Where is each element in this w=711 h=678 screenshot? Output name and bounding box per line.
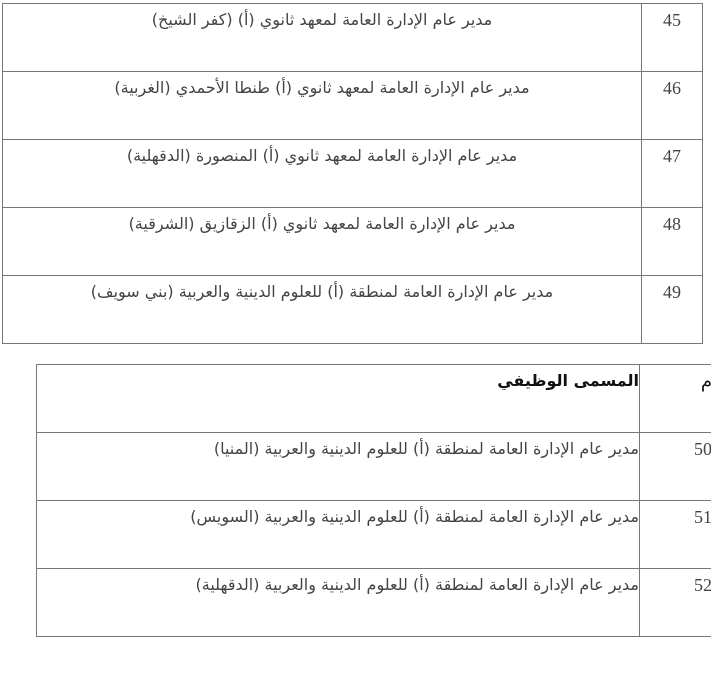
row-number: 51	[639, 500, 711, 569]
positions-table-1: 45 مدير عام الإدارة العامة لمعهد ثانوي (أ…	[2, 3, 703, 344]
header-job-title: المسمى الوظيفي	[36, 364, 640, 433]
header-number: م	[639, 364, 711, 433]
table-row: 52 مدير عام الإدارة العامة لمنطقة (أ) للع…	[36, 568, 711, 637]
row-number: 52	[639, 568, 711, 637]
job-title: مدير عام الإدارة العامة لمعهد ثانوي (أ) …	[2, 207, 642, 276]
table-row: 45 مدير عام الإدارة العامة لمعهد ثانوي (أ…	[2, 3, 703, 72]
job-title: مدير عام الإدارة العامة لمعهد ثانوي (أ) …	[2, 3, 642, 72]
job-title: مدير عام الإدارة العامة لمنطقة (أ) للعلو…	[2, 275, 642, 344]
row-number: 45	[641, 3, 703, 72]
row-number: 46	[641, 71, 703, 140]
table-row: 50 مدير عام الإدارة العامة لمنطقة (أ) للع…	[36, 432, 711, 501]
row-number: 50	[639, 432, 711, 501]
table-row: 46 مدير عام الإدارة العامة لمعهد ثانوي (أ…	[2, 71, 703, 140]
job-title: مدير عام الإدارة العامة لمعهد ثانوي (أ) …	[2, 139, 642, 208]
table-row: 48 مدير عام الإدارة العامة لمعهد ثانوي (أ…	[2, 207, 703, 276]
row-number: 47	[641, 139, 703, 208]
row-number: 48	[641, 207, 703, 276]
table-row: 47 مدير عام الإدارة العامة لمعهد ثانوي (أ…	[2, 139, 703, 208]
job-title: مدير عام الإدارة العامة لمنطقة (أ) للعلو…	[36, 432, 640, 501]
table-row: 49 مدير عام الإدارة العامة لمنطقة (أ) للع…	[2, 275, 703, 344]
job-title: مدير عام الإدارة العامة لمعهد ثانوي (أ) …	[2, 71, 642, 140]
table-header-row: م المسمى الوظيفي	[36, 364, 711, 433]
row-number: 49	[641, 275, 703, 344]
positions-table-2: م المسمى الوظيفي 50 مدير عام الإدارة العام…	[36, 364, 711, 637]
job-title: مدير عام الإدارة العامة لمنطقة (أ) للعلو…	[36, 500, 640, 569]
job-title: مدير عام الإدارة العامة لمنطقة (أ) للعلو…	[36, 568, 640, 637]
table-row: 51 مدير عام الإدارة العامة لمنطقة (أ) للع…	[36, 500, 711, 569]
